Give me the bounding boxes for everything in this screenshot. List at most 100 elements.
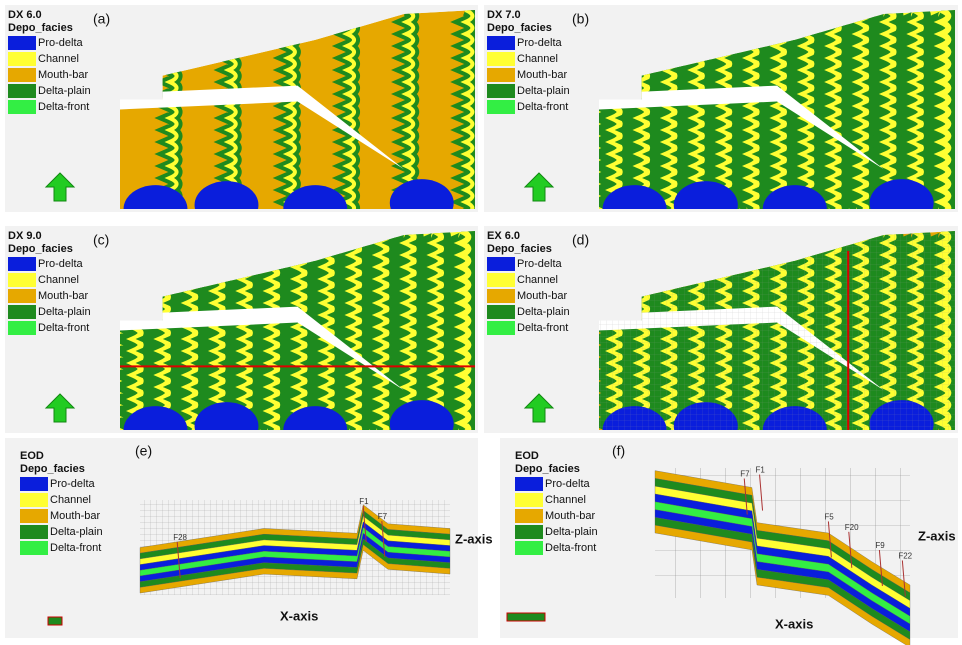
legend-swatch <box>487 305 515 319</box>
legend-swatch <box>20 477 48 491</box>
fault-label: F7 <box>378 512 388 521</box>
panel-subtitle: Depo_facies <box>20 463 85 475</box>
panel-subtitle: Depo_facies <box>487 243 552 255</box>
legend-swatch <box>8 305 36 319</box>
legend-label: Pro-delta <box>50 478 96 490</box>
legend-swatch <box>8 36 36 50</box>
panel-title: EOD <box>515 450 539 462</box>
panel-subtitle: Depo_facies <box>8 22 73 34</box>
legend-label: Delta-front <box>517 101 568 113</box>
panel: EX 6.0Depo_facies(d)Pro-deltaChannelMout… <box>484 226 958 454</box>
legend-label: Delta-front <box>517 322 568 334</box>
legend-label: Channel <box>50 494 91 506</box>
x-axis-label: X-axis <box>775 616 813 631</box>
legend-swatch <box>487 100 515 114</box>
pro-delta <box>124 185 188 233</box>
legend-label: Channel <box>545 494 586 506</box>
legend-label: Pro-delta <box>517 258 563 270</box>
axis-icon <box>507 613 545 621</box>
legend-swatch <box>487 68 515 82</box>
fault-label: F5 <box>824 513 834 522</box>
panel-letter: (a) <box>93 11 110 27</box>
panel-title: DX 9.0 <box>8 230 42 242</box>
legend-swatch <box>20 493 48 507</box>
legend-label: Mouth-bar <box>517 290 567 302</box>
panel-subtitle: Depo_facies <box>515 463 580 475</box>
panel-letter: (b) <box>572 11 589 27</box>
legend-label: Delta-plain <box>38 85 91 97</box>
panel-letter: (c) <box>93 232 109 248</box>
panel-title: EOD <box>20 450 44 462</box>
legend-swatch <box>8 273 36 287</box>
legend-label: Pro-delta <box>545 478 591 490</box>
panel: F28F1F7EODDepo_facies(e)Pro-deltaChannel… <box>5 438 493 638</box>
figure: DX 6.0Depo_facies(a)Pro-deltaChannelMout… <box>0 0 962 645</box>
pro-delta <box>603 185 667 233</box>
legend-swatch <box>8 289 36 303</box>
x-axis-label: X-axis <box>280 608 318 623</box>
pro-delta <box>283 185 347 233</box>
legend-label: Pro-delta <box>517 37 563 49</box>
legend-label: Mouth-bar <box>38 69 88 81</box>
fault-label: F1 <box>756 466 766 475</box>
legend-label: Delta-front <box>38 101 89 113</box>
legend-swatch <box>8 68 36 82</box>
panel-title: DX 6.0 <box>8 9 42 21</box>
fault-label: F9 <box>875 541 885 550</box>
legend-label: Channel <box>517 53 558 65</box>
legend-label: Delta-front <box>50 542 101 554</box>
pro-delta <box>870 179 934 227</box>
panel-title: EX 6.0 <box>487 230 520 242</box>
z-axis-label: Z-axis <box>918 528 956 543</box>
fault-label: F20 <box>845 523 859 532</box>
legend-swatch <box>515 525 543 539</box>
panel-subtitle: Depo_facies <box>8 243 73 255</box>
axis-icon <box>48 617 62 625</box>
legend-label: Delta-plain <box>517 306 570 318</box>
legend-label: Mouth-bar <box>545 510 595 522</box>
legend-label: Pro-delta <box>38 37 84 49</box>
legend-swatch <box>20 509 48 523</box>
legend-label: Delta-front <box>545 542 596 554</box>
legend-label: Delta-plain <box>517 85 570 97</box>
legend-label: Mouth-bar <box>50 510 100 522</box>
legend-label: Delta-plain <box>545 526 598 538</box>
legend-swatch <box>487 84 515 98</box>
panel-letter: (f) <box>612 443 625 459</box>
fault-label: F1 <box>359 497 369 506</box>
legend-label: Delta-front <box>38 322 89 334</box>
fault-label: F7 <box>740 470 750 479</box>
legend-label: Delta-plain <box>38 306 91 318</box>
legend-label: Mouth-bar <box>517 69 567 81</box>
pro-delta <box>763 185 827 233</box>
legend-swatch <box>515 493 543 507</box>
legend-swatch <box>487 273 515 287</box>
legend-swatch <box>515 477 543 491</box>
z-axis-label: Z-axis <box>455 531 493 546</box>
legend-label: Mouth-bar <box>38 290 88 302</box>
legend-swatch <box>515 541 543 555</box>
pro-delta <box>674 181 738 229</box>
legend-swatch <box>487 36 515 50</box>
panel-letter: (d) <box>572 232 589 248</box>
panel: DX 9.0Depo_facies (c) Pro-delta Channel Mout… <box>5 226 478 454</box>
legend-swatch <box>20 541 48 555</box>
legend-swatch <box>8 84 36 98</box>
legend-label: Channel <box>38 274 79 286</box>
fault-label: F22 <box>898 552 912 561</box>
legend-swatch <box>487 289 515 303</box>
panel-title: DX 7.0 <box>487 9 521 21</box>
legend-swatch <box>8 100 36 114</box>
legend-label: Delta-plain <box>50 526 103 538</box>
fault-label: F28 <box>173 533 187 542</box>
legend-label: Pro-delta <box>38 258 84 270</box>
legend-swatch <box>20 525 48 539</box>
pro-delta <box>390 179 454 227</box>
legend-label: Channel <box>38 53 79 65</box>
panel-subtitle: Depo_facies <box>487 22 552 34</box>
legend-swatch <box>8 321 36 335</box>
pro-delta <box>195 181 259 229</box>
legend-swatch <box>8 257 36 271</box>
